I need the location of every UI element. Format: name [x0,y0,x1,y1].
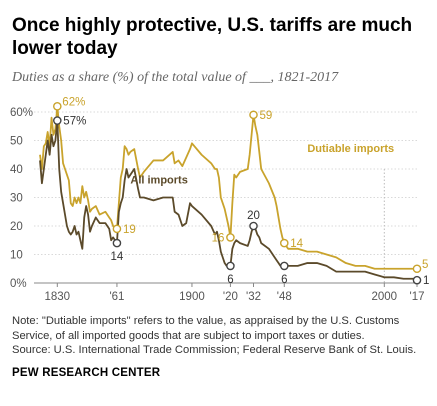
annotation-label: 62% [62,96,85,108]
annotation-label: 1 [423,275,429,287]
x-tick-label: '17 [410,291,425,303]
annotation-label: 57% [63,116,86,128]
annotation-marker [279,238,289,248]
annotation-marker [279,261,289,271]
dutiable-imports-line [39,105,417,270]
annotation-marker [226,233,235,242]
page-title: Once highly protective, U.S. tariffs are… [12,15,413,59]
all-imports-label: All imports [130,174,187,186]
point-annotations: 62% 57% 19 14 16 6 59 20 14 6 5 1 [53,96,429,287]
y-tick-label: 50 [10,136,23,148]
x-tick-label: '48 [277,291,292,303]
annotation-marker [412,275,422,285]
y-tick-label: 40 [10,164,23,176]
dutiable-imports-label: Dutiable imports [307,143,394,155]
x-tick-label: 1830 [45,291,71,303]
annotation-marker [112,238,122,248]
chart-note: Note: "Dutiable imports" refers to the v… [12,315,400,342]
annotation-label: 6 [281,274,287,286]
annotation-marker [226,261,235,271]
axes: 0% 10 20 30 40 50 60% 1830 '61 1900 '20 '32 '48 2000 '… [10,107,425,303]
annotation-marker [249,110,258,120]
annotation-marker [249,221,258,231]
y-tick-label: 30 [10,193,23,205]
y-tick-label: 0% [10,278,27,290]
series-labels: Dutiable imports All imports [130,143,394,186]
tariff-line-chart: 0% 10 20 30 40 50 60% 1830 '61 1900 '20 '32 '48 2000 '… [10,96,429,303]
annotation-label: 6 [227,274,233,286]
annotation-label: 14 [111,251,124,263]
x-tick-label: 2000 [372,291,398,303]
annotation-marker [53,102,62,111]
chart-source: Source: U.S. International Trade Commiss… [12,344,417,356]
annotation-marker [412,264,422,274]
brand-logo-text: PEW RESEARCH CENTER [12,367,161,379]
chart-subtitle: Duties as a share (%) of the total value… [12,70,339,85]
annotation-label: 16 [212,232,225,244]
y-tick-label: 60% [10,107,33,119]
annotation-label: 19 [123,224,136,236]
annotation-marker [53,116,62,125]
x-tick-label: '20 [223,291,238,303]
gridlines [34,111,417,283]
x-tick-label: '32 [246,291,261,303]
annotation-label: 5 [422,259,428,271]
annotation-marker [112,224,122,234]
annotation-label: 59 [260,110,273,122]
y-tick-label: 20 [10,221,23,233]
y-tick-label: 10 [10,250,23,262]
x-tick-label: '61 [109,291,124,303]
x-tick-label: 1900 [179,291,205,303]
annotation-label: 20 [247,210,260,222]
annotation-label: 14 [290,238,303,250]
